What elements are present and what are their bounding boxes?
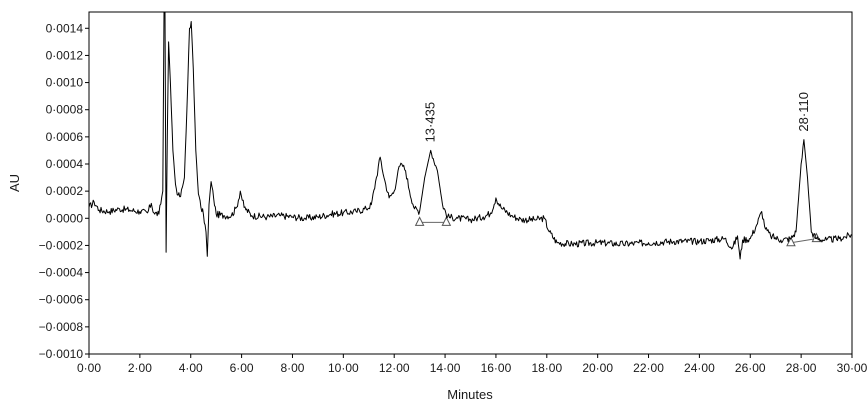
peak-baselines	[414, 216, 822, 247]
y-tick-label: −0·0006	[39, 293, 84, 307]
peak-label: 28·110	[796, 92, 811, 132]
x-axis-ticks: 0·00 2·00 4·00 6·00 8·00 10·00 12·00 14·00 16·00…	[77, 354, 868, 375]
y-tick-label: 0·0006	[46, 130, 84, 144]
y-tick-label: 0·0010	[46, 76, 84, 90]
y-tick-label: 0·0012	[46, 48, 84, 62]
x-axis-title: Minutes	[447, 387, 493, 402]
x-tick-label: 26·00	[735, 361, 766, 375]
peak-baseline	[790, 238, 817, 244]
x-tick-label: 10·00	[328, 361, 359, 375]
y-tick-label: −0·0010	[39, 347, 84, 361]
y-tick-label: 0·0000	[46, 211, 84, 225]
y-tick-label: −0·0008	[39, 320, 84, 334]
x-tick-label: 20·00	[582, 361, 613, 375]
x-tick-label: 18·00	[531, 361, 562, 375]
y-tick-label: 0·0004	[46, 157, 84, 171]
peak-annotations: 13·435 28·110	[423, 92, 811, 142]
x-tick-label: 0·00	[77, 361, 101, 375]
baseline-marker	[414, 216, 425, 226]
x-tick-label: 28·00	[786, 361, 817, 375]
x-tick-label: 22·00	[633, 361, 664, 375]
x-tick-label: 6·00	[230, 361, 254, 375]
y-tick-label: 0·0002	[46, 184, 84, 198]
x-tick-label: 2·00	[128, 361, 152, 375]
x-tick-label: 24·00	[684, 361, 715, 375]
y-tick-label: 0·0014	[46, 21, 84, 35]
y-tick-label: −0·0002	[39, 238, 84, 252]
x-tick-label: 14·00	[430, 361, 461, 375]
x-tick-label: 30·00	[837, 361, 868, 375]
y-axis-title: AU	[7, 174, 22, 192]
baseline-marker	[441, 216, 452, 226]
plot-frame	[88, 11, 853, 355]
y-axis-ticks: 0·0014 0·0012 0·0010 0·0008 0·0006 0·0004 0·00…	[39, 21, 89, 361]
y-tick-label: −0·0004	[39, 266, 84, 280]
chromatogram-trace	[88, 11, 853, 260]
x-tick-label: 16·00	[481, 361, 512, 375]
peak-label: 13·435	[423, 102, 438, 142]
y-tick-label: 0·0008	[46, 103, 84, 117]
x-tick-label: 4·00	[179, 361, 203, 375]
baseline-marker	[786, 236, 796, 247]
x-tick-label: 8·00	[280, 361, 304, 375]
x-tick-label: 12·00	[379, 361, 410, 375]
